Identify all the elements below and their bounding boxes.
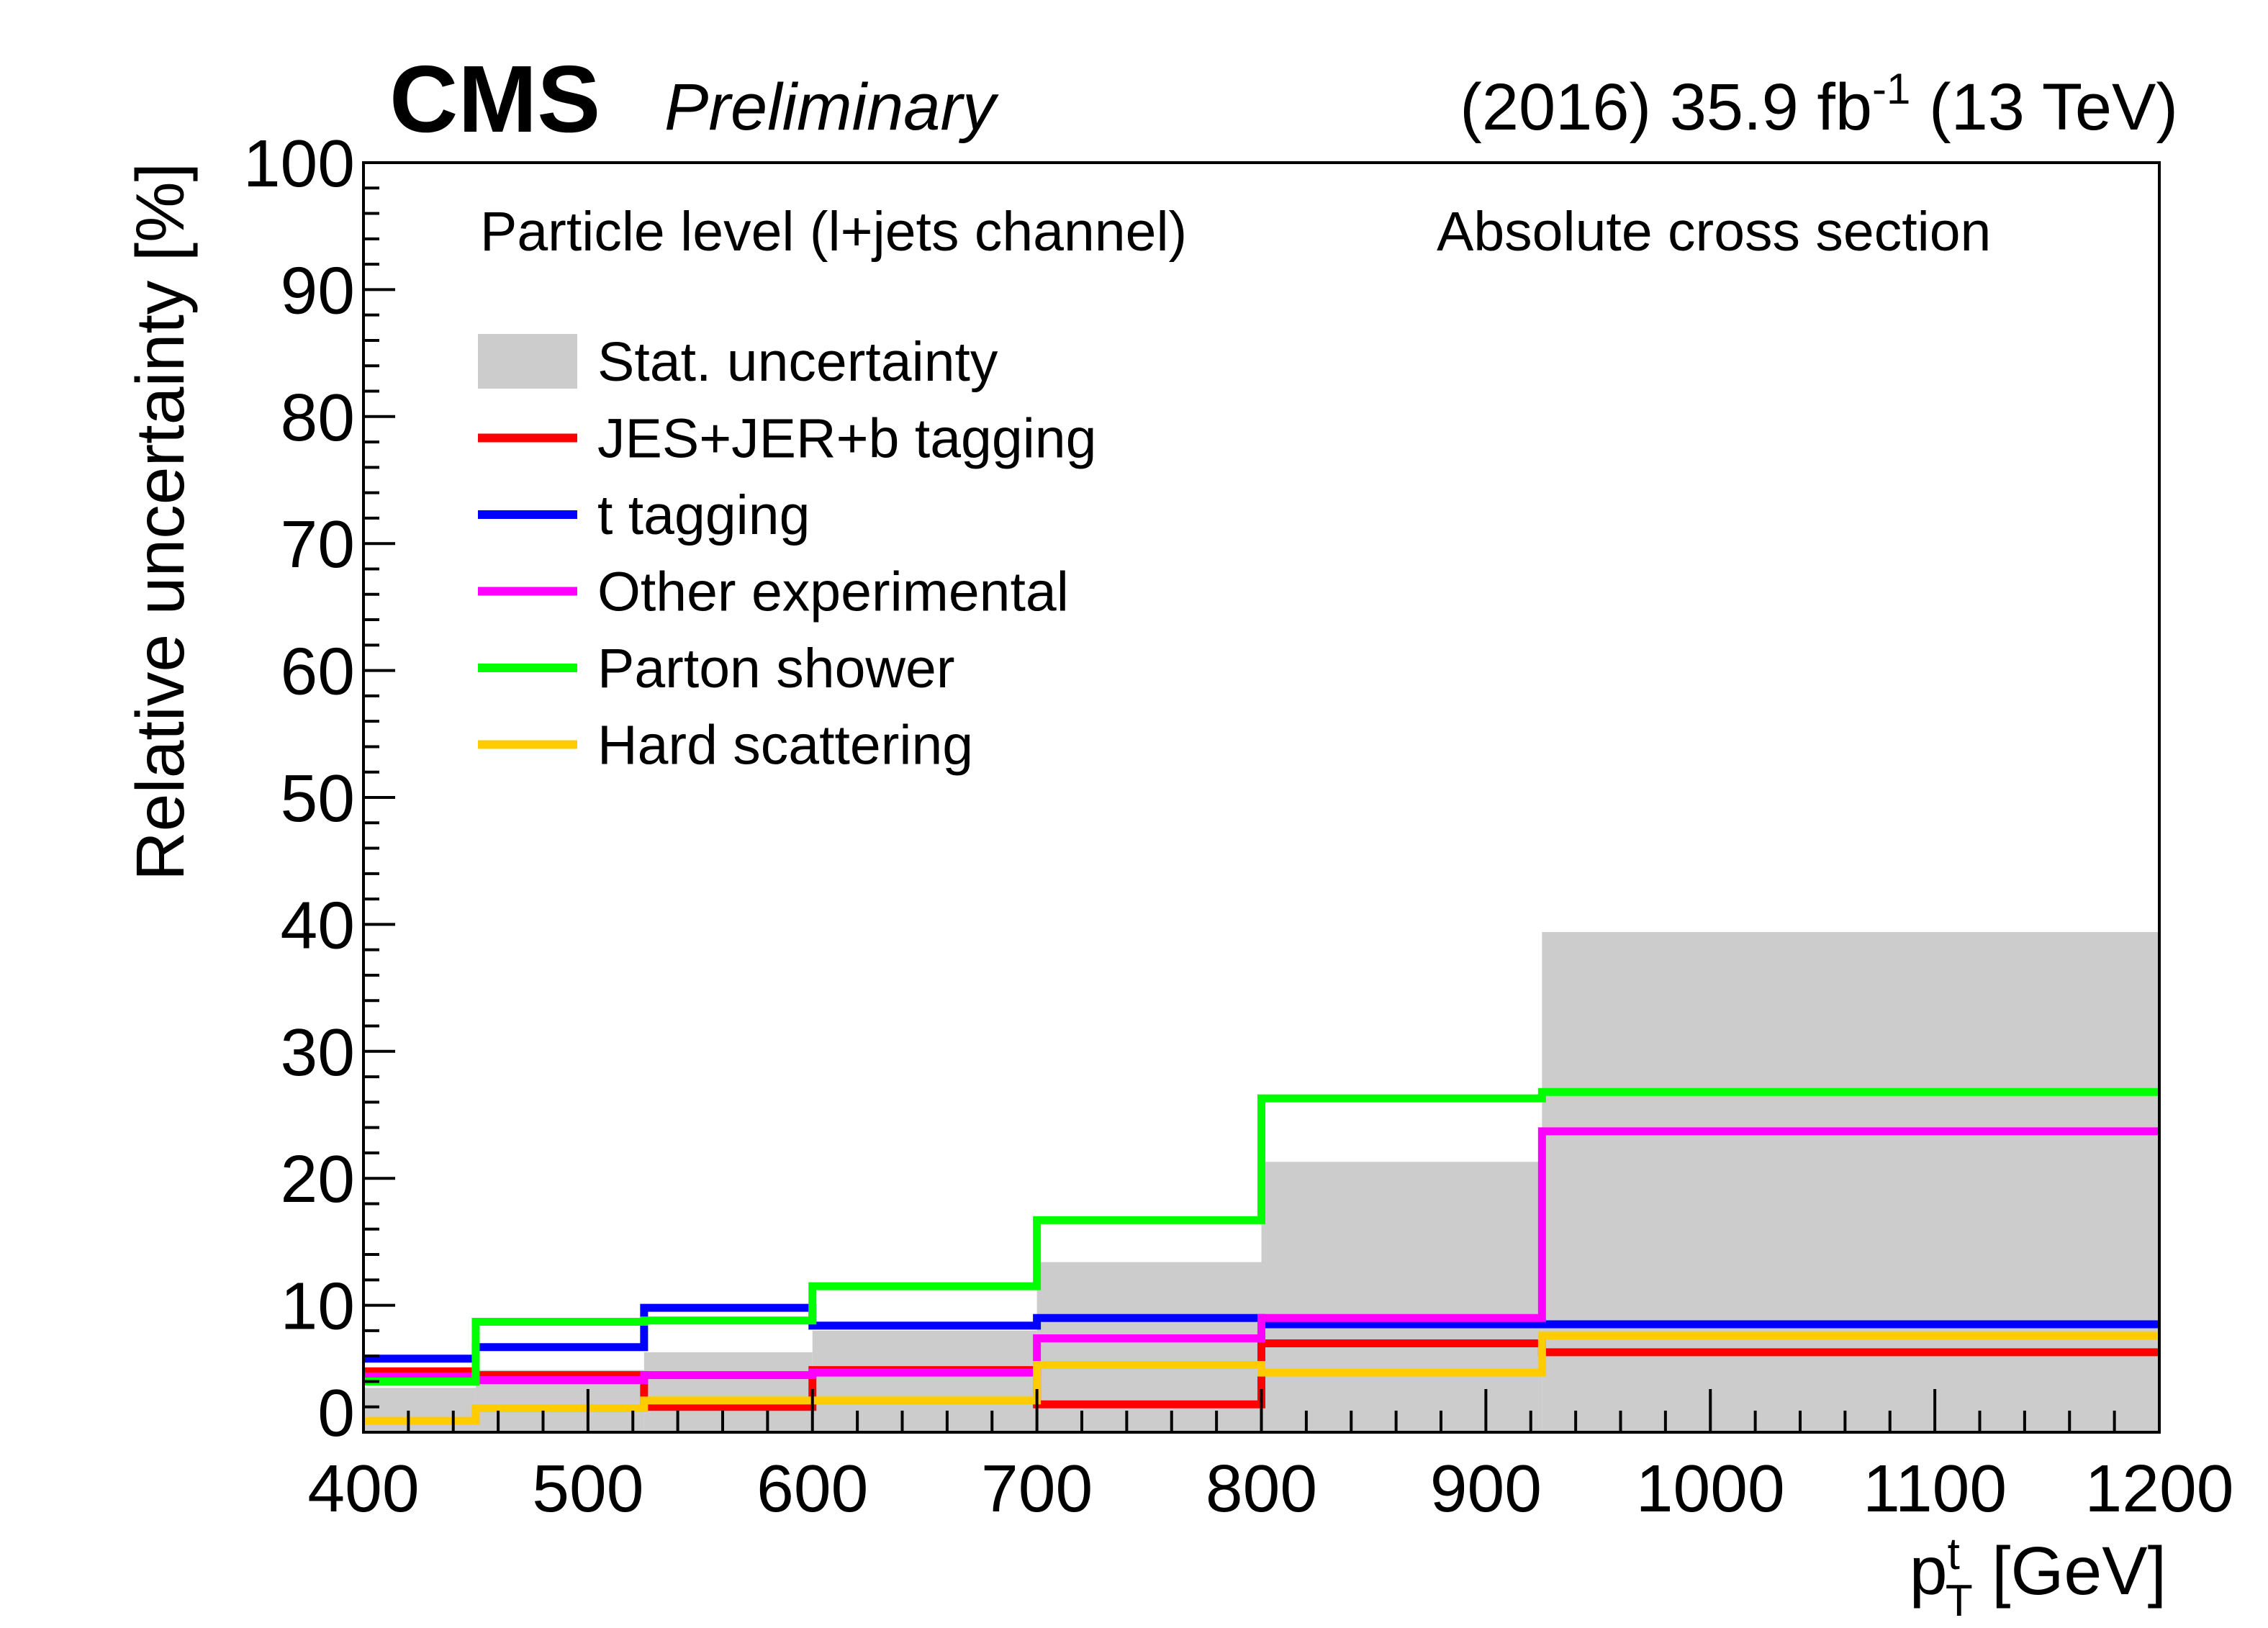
y-tick-label: 100 — [243, 126, 355, 201]
legend: Stat. uncertainty JES+JER+b tagging t tagg… — [478, 331, 1096, 777]
lumi-label: (2016) 35.9 fb-1 (13 TeV) — [1460, 65, 2178, 144]
preliminary-label: Preliminary — [664, 71, 999, 144]
legend-label: JES+JER+b tagging — [597, 408, 1096, 470]
y-tick-label: 80 — [281, 380, 355, 455]
y-tick-label: 90 — [281, 253, 355, 327]
stat-uncertainty-bar — [1542, 931, 2159, 1432]
y-tick-label: 40 — [281, 887, 355, 962]
x-axis-title-unit: [GeV] — [1973, 1533, 2167, 1609]
legend-entry-hard-scattering: Hard scattering — [478, 715, 973, 777]
legend-label: Stat. uncertainty — [597, 331, 998, 393]
legend-label: t tagging — [597, 484, 810, 546]
lumi-superscript: -1 — [1872, 65, 1910, 113]
annotation-particle-level: Particle level (l+jets channel) — [480, 201, 1187, 263]
series-line-other-experimental — [363, 1127, 2159, 1385]
legend-label: Other experimental — [597, 561, 1069, 623]
stat-uncertainty-bar — [812, 1330, 1037, 1432]
x-tick-label: 400 — [307, 1451, 419, 1526]
series-lines — [363, 1087, 2159, 1425]
x-axis-title: pt T [GeV] — [1910, 1529, 2167, 1626]
x-tick-label: 500 — [532, 1451, 643, 1526]
annotation-absolute-cross-section: Absolute cross section — [1437, 201, 1991, 263]
x-axis-title-sup: t — [1948, 1529, 1960, 1579]
y-tick-label: 50 — [281, 761, 355, 836]
legend-entry-other-experimental: Other experimental — [478, 561, 1069, 623]
stat-uncertainty-bar — [363, 1388, 476, 1432]
x-tick-label: 800 — [1206, 1451, 1317, 1526]
x-tick-label: 1000 — [1636, 1451, 1785, 1526]
series-line-parton-shower — [363, 1087, 2159, 1385]
y-tick-label: 60 — [281, 634, 355, 709]
y-tick-label: 20 — [281, 1141, 355, 1216]
legend-entry-jes-jer-b-tagging: JES+JER+b tagging — [478, 408, 1096, 470]
axes: 0 10 20 30 40 50 60 70 80 90 100 400 500 600 700 800 900… — [243, 126, 2234, 1526]
y-tick-label: 0 — [317, 1375, 355, 1450]
x-tick-label: 1200 — [2085, 1451, 2234, 1526]
x-axis-title-sub: T — [1946, 1576, 1973, 1626]
y-axis-title: Relative uncertainty [%] — [122, 163, 199, 881]
x-axis-title-main: p — [1910, 1533, 1948, 1609]
lumi-energy: (13 TeV) — [1910, 71, 2178, 144]
legend-entry-parton-shower: Parton shower — [478, 638, 954, 700]
cms-label: CMS — [389, 46, 600, 152]
x-tick-label: 1100 — [1863, 1451, 2007, 1526]
legend-swatch-box — [478, 334, 577, 389]
legend-entry-t-tagging: t tagging — [478, 484, 810, 546]
x-tick-label: 600 — [756, 1451, 868, 1526]
y-tick-label: 30 — [281, 1015, 355, 1090]
x-tick-label: 900 — [1430, 1451, 1542, 1526]
y-tick-label: 10 — [281, 1269, 355, 1344]
x-tick-label: 700 — [981, 1451, 1093, 1526]
legend-label: Hard scattering — [597, 715, 973, 777]
y-tick-label: 70 — [281, 507, 355, 582]
stat-uncertainty-bar — [1261, 1162, 1542, 1432]
legend-label: Parton shower — [597, 638, 954, 700]
legend-entry-stat-uncertainty: Stat. uncertainty — [478, 331, 998, 393]
stat-uncertainty-bar — [643, 1352, 813, 1432]
lumi-main: (2016) 35.9 fb — [1460, 71, 1872, 144]
